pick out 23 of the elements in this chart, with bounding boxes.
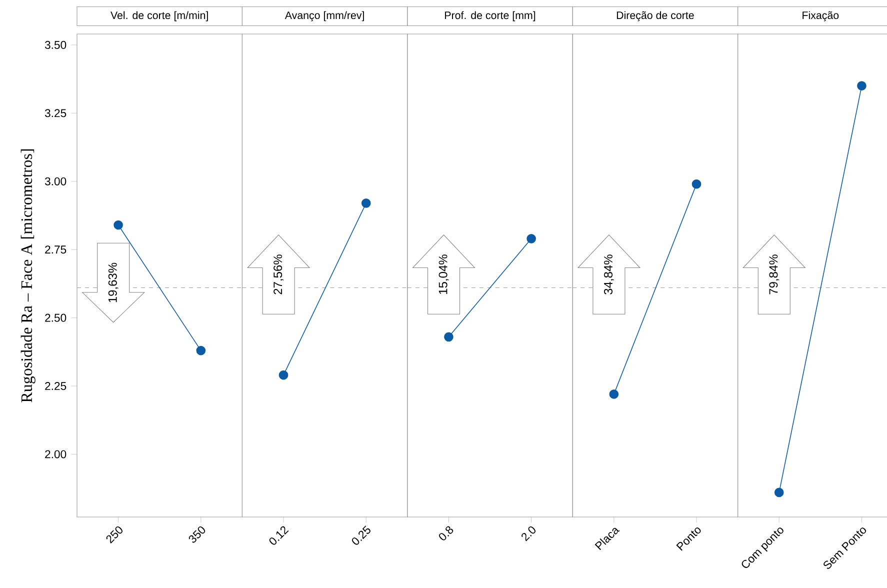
y-tick-label: 3.00 bbox=[44, 177, 66, 186]
chart-title: Direção de corte bbox=[616, 11, 694, 22]
x-tick-label: 0.8 bbox=[439, 526, 454, 540]
y-tick-label: 2.50 bbox=[45, 314, 66, 322]
annotation: 15,04% bbox=[438, 254, 449, 294]
x-tick-label: 350 bbox=[188, 526, 206, 543]
y-tick-label: 3.25 bbox=[44, 109, 66, 118]
y-tick-label: 2.00 bbox=[45, 450, 66, 458]
y-tick-label: 2.75 bbox=[45, 246, 66, 254]
x-tick-label: 2.0 bbox=[522, 526, 536, 542]
y-tick-label: 3.50 bbox=[44, 40, 66, 49]
x-tick-label: 0.12 bbox=[269, 526, 289, 545]
y-axis-title: Rugosidade Ra – Face A [micrometros] bbox=[20, 149, 36, 402]
y-tick-label: 2.25 bbox=[45, 382, 66, 390]
annotation: 79,84% bbox=[769, 254, 780, 294]
annotation: 19,63% bbox=[108, 262, 118, 302]
chart-title: Prof. de corte [mm] bbox=[445, 11, 536, 22]
chart-title: Vel. de corte [m/min] bbox=[110, 11, 208, 22]
annotation: 27,56% bbox=[274, 254, 284, 294]
chart-title: Avanço [mm/rev] bbox=[284, 11, 364, 22]
chart-title: Fixação bbox=[802, 11, 839, 22]
x-tick-label: 250 bbox=[106, 526, 122, 544]
annotation: 34,84% bbox=[604, 254, 614, 294]
